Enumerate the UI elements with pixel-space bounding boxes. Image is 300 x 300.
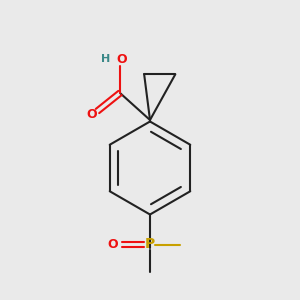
Text: P: P	[145, 238, 155, 251]
Text: O: O	[116, 53, 127, 66]
Text: H: H	[101, 54, 110, 64]
Text: O: O	[86, 107, 97, 121]
Text: O: O	[107, 238, 118, 251]
